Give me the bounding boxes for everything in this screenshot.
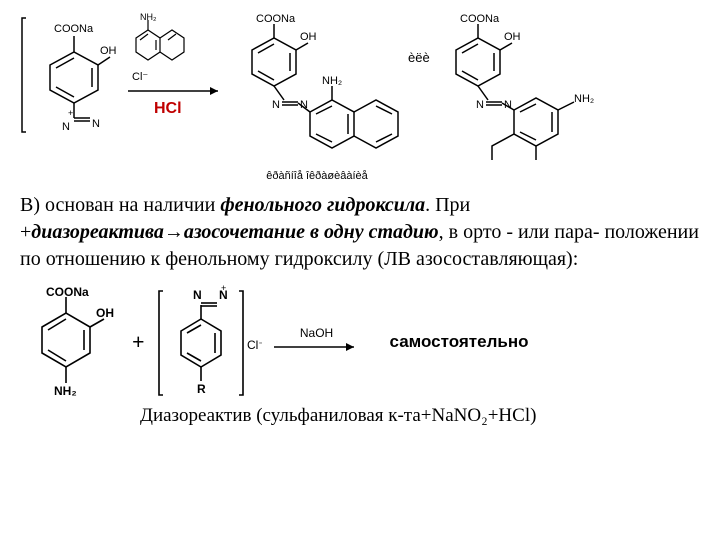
cl-minus-bottom: Cl⁻	[247, 338, 262, 352]
svg-text:NH₂: NH₂	[322, 75, 342, 87]
structure-diazonium-generic: N N + R Cl⁻	[157, 283, 262, 401]
reaction-arrow-bottom	[272, 340, 362, 354]
garbled-caption: êðàñíîå îêðàøèâàíèå	[232, 170, 402, 182]
svg-text:N: N	[92, 118, 100, 130]
structure-naphthylamine-small: NH₂	[126, 10, 206, 65]
naoh-arrow-block: NaOH	[272, 326, 362, 359]
svg-text:OH: OH	[504, 31, 521, 43]
svg-text:NH₂: NH₂	[54, 384, 77, 398]
svg-text:OH: OH	[300, 31, 317, 43]
svg-text:COONa: COONa	[256, 13, 296, 25]
naoh-label: NaOH	[272, 326, 362, 340]
svg-text:N: N	[62, 121, 70, 133]
svg-text:OH: OH	[100, 45, 117, 57]
svg-text:R: R	[197, 382, 206, 396]
structure-amino-salicylate: COONa OH NH₂	[20, 285, 120, 400]
svg-text:NH₂: NH₂	[140, 12, 157, 22]
structure-diazonium-salicylate: COONa OH N N +	[20, 10, 120, 140]
para-prefix: В) основан на наличии	[20, 194, 220, 216]
structure-azo-product-1: COONa OH N N NH₂	[232, 10, 402, 165]
svg-text:OH: OH	[96, 306, 114, 320]
structure-azo-product-2: COONa OH N N NH₂	[436, 10, 611, 170]
svg-text:N: N	[476, 99, 484, 111]
product-1-block: COONa OH N N NH₂ êðàñíîå îêðàøèâàíèå	[232, 10, 402, 182]
svg-text:NH₂: NH₂	[574, 93, 594, 105]
svg-text:+: +	[221, 283, 226, 293]
svg-text:N: N	[272, 99, 280, 111]
svg-text:N: N	[504, 99, 512, 111]
reagent-arrow-block: NH₂ Cl⁻ HCl	[126, 10, 226, 118]
reaction-arrow-top	[126, 83, 226, 99]
top-reaction: COONa OH N N + NH₂ Cl⁻ HCl	[20, 10, 700, 182]
diazo-reagent-text: Диазореактив (сульфаниловая к-та+NaNO₂+H…	[140, 405, 700, 427]
svg-text:COONa: COONa	[46, 285, 89, 299]
svg-text:N: N	[193, 288, 202, 302]
svg-text:COONa: COONa	[54, 23, 94, 35]
cl-minus-top: Cl⁻	[132, 70, 226, 83]
self-label: самостоятельно	[390, 332, 529, 352]
svg-text:N: N	[300, 99, 308, 111]
main-paragraph: В) основан на наличии фенольного гидрокс…	[20, 192, 700, 273]
para-diazo: диазореактива→азосочетание в одну стадию	[31, 221, 438, 243]
garbled-or: èëè	[408, 50, 430, 65]
para-phenol: фенольного гидроксила	[220, 194, 425, 216]
bottom-reaction: COONa OH NH₂ + N N + R Cl⁻ NaOH	[20, 283, 700, 401]
svg-text:+: +	[68, 108, 73, 118]
plus-sign: +	[132, 329, 145, 355]
hcl-label: HCl	[154, 100, 226, 118]
svg-text:COONa: COONa	[460, 13, 500, 25]
